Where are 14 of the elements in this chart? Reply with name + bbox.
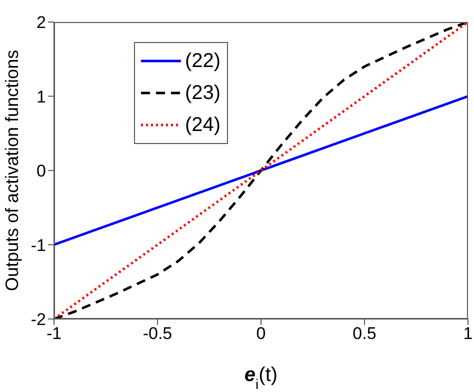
y-tick-label: -2 — [30, 310, 46, 330]
y-tick-label: 0 — [36, 162, 46, 181]
x-tick-label: 0 — [256, 324, 266, 344]
legend-label: (24) — [185, 114, 221, 136]
legend-label: (23) — [185, 82, 221, 104]
x-axis-title: e$_{i}$(t) — [244, 364, 278, 392]
x-tick-label: -0.5 — [142, 324, 172, 344]
x-tick-label: 0.5 — [352, 324, 376, 344]
y-tick-label: 1 — [36, 87, 46, 106]
legend-label: (22) — [185, 50, 221, 72]
y-axis-title: Outputs of activation functions — [2, 50, 22, 292]
x-tick-label: 1 — [463, 324, 473, 344]
y-tick-label: 2 — [36, 13, 46, 32]
y-tick-label: -1 — [30, 236, 46, 255]
